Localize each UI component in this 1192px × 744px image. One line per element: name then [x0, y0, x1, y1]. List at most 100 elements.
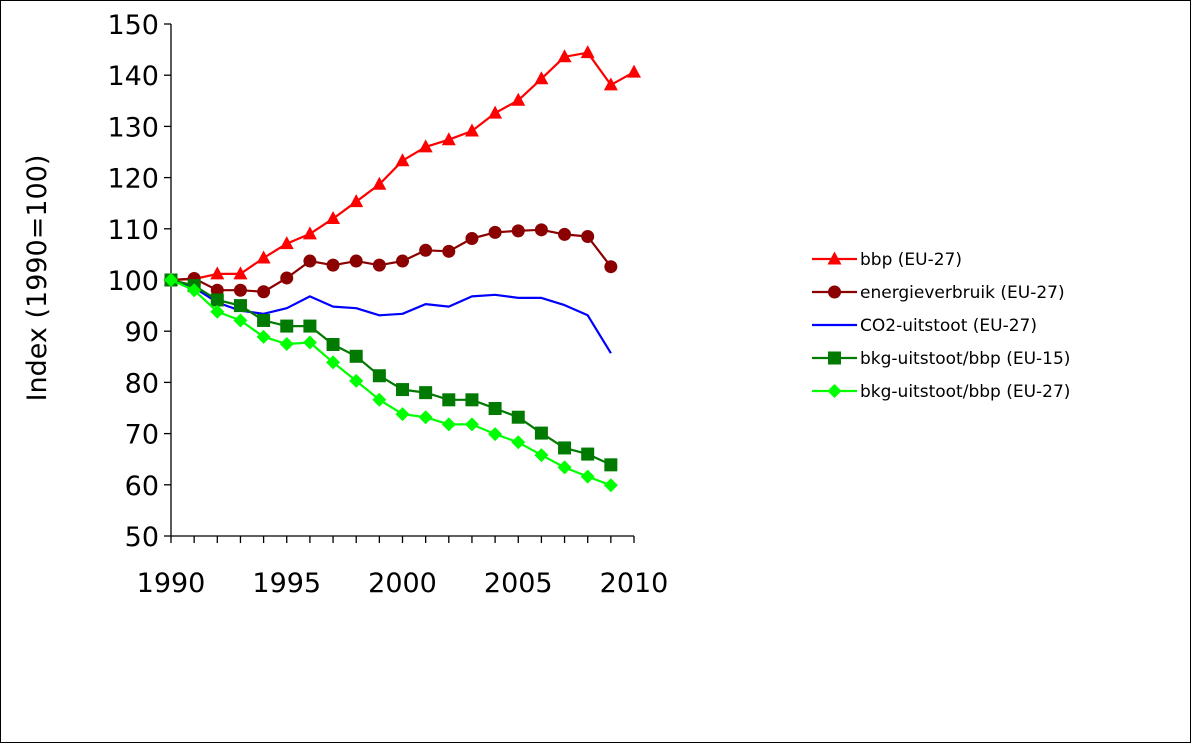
data-point: [558, 441, 572, 455]
data-point: [302, 226, 317, 240]
data-point: [349, 194, 364, 208]
data-point: [279, 337, 294, 351]
data-point: [557, 460, 572, 475]
legend-label: bbp (EU-27): [860, 250, 962, 270]
data-point: [604, 260, 618, 274]
data-point: [511, 92, 526, 106]
x-tick-label: 2010: [600, 568, 669, 599]
x-tick-label: 2000: [368, 568, 437, 599]
data-point: [279, 236, 294, 250]
y-tick-label: 70: [125, 420, 159, 451]
data-point: [511, 410, 525, 424]
data-point: [419, 243, 433, 257]
data-point: [580, 469, 595, 484]
data-point: [419, 386, 433, 400]
y-tick-label: 140: [107, 61, 159, 92]
data-point: [349, 349, 363, 363]
x-tick-label: 1995: [252, 568, 321, 599]
y-tick-label: 120: [107, 164, 159, 195]
data-point: [488, 225, 502, 239]
y-tick-label: 80: [125, 368, 159, 399]
y-tick-label: 100: [107, 266, 159, 297]
data-point: [396, 254, 409, 268]
series-layer: [164, 45, 641, 493]
legend-swatch-marker: [828, 285, 841, 299]
data-point: [233, 283, 247, 297]
data-point: [511, 435, 526, 450]
y-tick-label: 110: [107, 215, 159, 246]
series-2: [164, 223, 618, 299]
series-5: [164, 273, 618, 493]
data-point: [349, 373, 364, 388]
legend-item: bkg-uitstoot/bbp (EU-15): [812, 349, 1070, 369]
legend-item: energieverbruik (EU-27): [812, 283, 1065, 303]
data-point: [580, 45, 595, 59]
data-point: [210, 266, 225, 280]
data-point: [326, 258, 340, 272]
data-point: [303, 254, 317, 268]
y-axis-title: Index (1990=100): [22, 155, 53, 402]
data-point: [326, 355, 341, 370]
x-tick-label: 2005: [484, 568, 553, 599]
data-point: [418, 410, 433, 425]
data-point: [488, 402, 502, 416]
data-point: [233, 299, 247, 313]
data-point: [603, 478, 618, 493]
data-point: [488, 427, 503, 442]
data-point: [303, 319, 317, 333]
data-point: [187, 283, 202, 298]
data-point: [372, 369, 386, 383]
data-point: [511, 224, 525, 238]
legend-swatch-marker: [827, 384, 842, 398]
data-point: [372, 258, 386, 272]
data-point: [534, 223, 548, 237]
data-point: [557, 49, 572, 63]
data-point: [349, 254, 363, 268]
y-tick-label: 130: [107, 112, 159, 143]
data-point: [581, 229, 595, 243]
data-point: [465, 393, 479, 407]
data-point: [233, 266, 248, 280]
data-point: [233, 313, 248, 328]
legend-swatch-marker: [828, 351, 841, 365]
legend-label: energieverbruik (EU-27): [860, 283, 1065, 303]
data-point: [464, 417, 479, 432]
data-point: [441, 132, 456, 146]
data-point: [302, 335, 317, 350]
x-tick-label: 1990: [137, 568, 206, 599]
legend-item: bbp (EU-27): [812, 250, 962, 270]
data-point: [604, 458, 618, 472]
data-point: [372, 392, 387, 407]
data-point: [210, 304, 225, 319]
data-point: [280, 319, 294, 333]
axes: 50 60 70 80 90 100 110 120 130 140 150 1990 1995 2000…: [107, 10, 668, 599]
data-point: [164, 273, 178, 287]
legend-label: bkg-uitstoot/bbp (EU-15): [860, 349, 1070, 369]
data-point: [581, 447, 595, 461]
y-tick-label: 60: [125, 471, 159, 502]
data-point: [280, 271, 294, 285]
y-tick-label: 50: [125, 522, 159, 553]
data-point: [210, 293, 224, 307]
data-point: [326, 211, 341, 225]
legend-item: bkg-uitstoot/bbp (EU-27): [812, 382, 1070, 402]
data-point: [442, 393, 456, 407]
data-point: [534, 426, 548, 440]
data-point: [534, 71, 549, 85]
data-point: [257, 313, 271, 327]
data-point: [372, 176, 387, 190]
data-point: [396, 383, 409, 397]
data-point: [326, 338, 340, 352]
legend-swatch-marker: [827, 251, 842, 265]
y-tick-label: 90: [125, 317, 159, 348]
legend-label: CO2-uitstoot (EU-27): [860, 316, 1037, 336]
data-point: [558, 227, 572, 241]
y-tick-label: 150: [107, 10, 159, 41]
legend-label: bkg-uitstoot/bbp (EU-27): [860, 382, 1070, 402]
data-point: [627, 64, 641, 78]
data-point: [395, 407, 410, 422]
data-point: [418, 139, 433, 153]
data-point: [488, 105, 503, 119]
